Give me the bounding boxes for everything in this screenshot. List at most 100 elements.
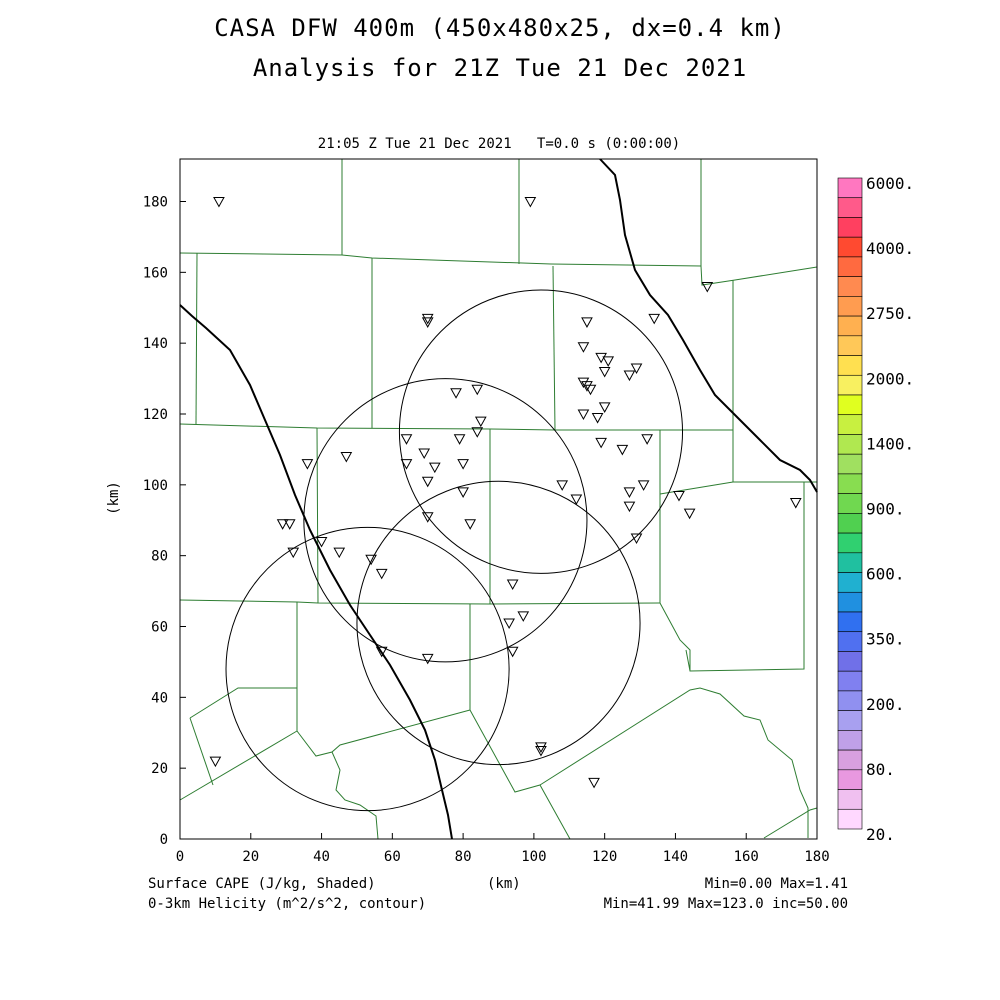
colorbar-label: 4000. <box>866 239 914 258</box>
station-triangle-icon <box>577 342 590 353</box>
station-triangle-icon <box>503 618 515 629</box>
plot-frame <box>179 158 818 840</box>
colorbar-label: 20. <box>866 825 895 844</box>
y-tick-label: 0 <box>160 832 168 848</box>
station-triangle-icon <box>584 384 597 396</box>
colorbar-swatch <box>837 493 863 514</box>
colorbar-label: 80. <box>866 760 895 779</box>
helicity-contour-ring <box>398 289 684 574</box>
colorbar-swatch <box>837 789 863 810</box>
title-line-2: Analysis for 21Z Tue 21 Dec 2021 <box>252 54 748 82</box>
station-triangle-icon <box>421 313 434 325</box>
station-triangle-icon <box>209 756 222 768</box>
station-triangle-icon <box>506 579 519 591</box>
station-triangle-icon <box>333 547 346 559</box>
colorbar-label: 600. <box>866 565 905 584</box>
y-tick-label: 40 <box>151 690 168 706</box>
colorbar-label: 350. <box>866 630 905 649</box>
colorbar-swatch <box>837 276 863 297</box>
x-tick-label: 60 <box>384 849 401 865</box>
region-boundary-lines <box>179 158 818 840</box>
station-triangle-icon <box>283 519 296 530</box>
helicity-contour-ring <box>356 480 641 766</box>
x-tick-label: 80 <box>455 849 472 865</box>
x-axis-ticks: 0 20 40 60 80 100 120 140 160 180 <box>176 833 830 865</box>
colorbar-label: 6000. <box>866 174 914 193</box>
station-triangle-icon <box>517 611 530 622</box>
station-triangle-icon <box>287 547 300 559</box>
station-triangle-icon <box>301 459 314 470</box>
x-tick-label: 120 <box>592 849 617 865</box>
station-triangle-icon <box>623 370 636 382</box>
plot-time-label: 21:05 Z Tue 21 Dec 2021 T=0.0 s (0:00:00… <box>317 136 681 152</box>
colorbar-swatch <box>837 374 863 396</box>
station-triangle-icon <box>340 452 353 463</box>
x-tick-label: 140 <box>663 849 688 865</box>
cape-min-max: Min=0.00 Max=1.41 <box>704 876 848 892</box>
x-tick-label: 20 <box>242 849 259 865</box>
station-triangle-icon <box>375 646 388 658</box>
colorbar-swatch <box>837 394 863 416</box>
station-triangle-icon <box>471 384 484 396</box>
station-triangle-icon <box>581 317 593 328</box>
station-triangle-icon <box>595 437 607 449</box>
station-triangle-icon <box>556 480 569 491</box>
cape-legend-text: Surface CAPE (J/kg, Shaded) <box>148 876 376 892</box>
station-triangle-icon <box>623 501 636 513</box>
station-triangle-icon <box>673 490 685 502</box>
y-tick-label: 120 <box>143 407 168 423</box>
station-triangle-icon <box>616 444 629 456</box>
station-triangle-icon <box>524 197 537 208</box>
colorbar-swatch <box>837 651 863 672</box>
colorbar-swatch <box>837 730 863 751</box>
y-axis-ticks: 0 20 40 60 80 100 120 140 160 180 <box>143 195 186 848</box>
helicity-contour-ring <box>225 526 510 812</box>
y-tick-label: 20 <box>151 761 168 777</box>
station-triangle-icon <box>421 653 434 665</box>
colorbar-swatch <box>837 611 863 633</box>
station-triangle-icon <box>648 313 661 325</box>
colorbar-swatch <box>837 434 863 455</box>
station-triangle-icon <box>453 434 466 445</box>
y-tick-label: 140 <box>143 336 168 352</box>
station-triangle-icon <box>588 777 600 789</box>
colorbar-swatch <box>837 335 863 356</box>
x-tick-label: 100 <box>521 849 546 865</box>
colorbar-swatch <box>837 532 863 554</box>
station-triangle-icon <box>535 742 547 753</box>
colorbar-swatch <box>837 631 863 652</box>
y-tick-label: 100 <box>143 478 168 494</box>
colorbar-swatch <box>837 670 863 692</box>
colorbar-swatch <box>837 690 863 711</box>
colorbar-swatch <box>837 177 863 199</box>
colorbar-swatch <box>837 296 863 317</box>
x-axis-label: (km) <box>487 876 521 892</box>
cape-colorbar <box>837 177 863 830</box>
colorbar-label: 1400. <box>866 434 914 453</box>
colorbar-swatch <box>837 749 863 771</box>
y-axis-label: (km) <box>106 481 122 515</box>
station-triangle-icon <box>213 197 225 208</box>
station-triangle-icon <box>591 413 604 424</box>
station-triangle-icon <box>464 519 477 530</box>
colorbar-swatch <box>837 769 863 790</box>
station-triangle-icon <box>630 363 643 374</box>
station-triangle-icon <box>506 646 519 658</box>
colorbar-swatch <box>837 414 863 435</box>
x-tick-label: 180 <box>804 849 829 865</box>
station-triangle-icon <box>471 427 484 438</box>
x-tick-label: 40 <box>313 849 330 865</box>
station-triangle-icon <box>595 352 607 364</box>
station-triangle-icon <box>457 487 469 498</box>
colorbar-swatch <box>837 453 863 475</box>
colorbar-swatch <box>837 256 863 277</box>
station-triangle-icon <box>421 512 434 523</box>
y-tick-label: 160 <box>143 265 168 281</box>
y-tick-label: 180 <box>143 195 168 211</box>
title-line-1: CASA DFW 400m (450x480x25, dx=0.4 km) <box>214 14 786 42</box>
station-triangle-icon <box>315 537 328 548</box>
x-tick-label: 0 <box>176 849 184 865</box>
station-triangle-icon <box>570 494 583 506</box>
station-triangle-icon <box>789 498 802 509</box>
